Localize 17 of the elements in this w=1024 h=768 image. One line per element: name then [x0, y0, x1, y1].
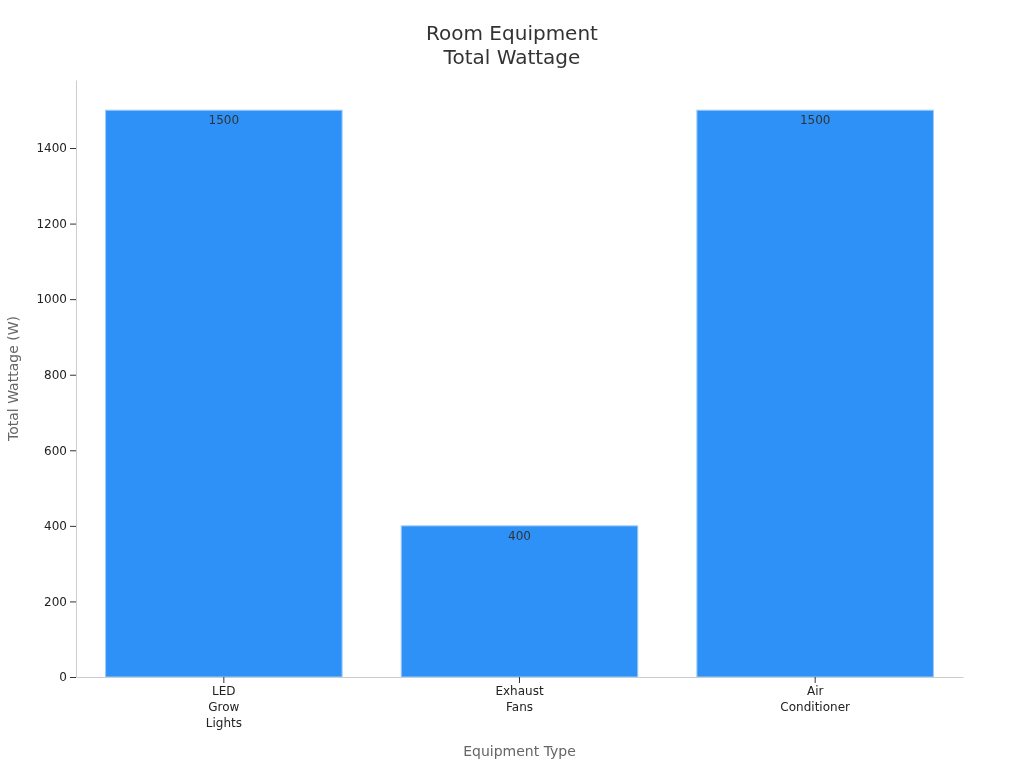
x-tick-label: Exhaust Fans [495, 683, 544, 714]
chart-title: Room Equipment Total Wattage [426, 21, 599, 69]
y-tick-label: 400 [44, 519, 67, 534]
x-tick-label: Air Conditioner [780, 683, 851, 714]
y-tick-label: 600 [44, 443, 67, 458]
y-tick-label: 800 [44, 368, 67, 383]
y-axis-title: Total Wattage (W) [5, 316, 21, 442]
x-axis-title: Equipment Type [463, 743, 576, 759]
x-tick-label: LED Grow Lights [205, 683, 242, 730]
y-tick-label: 0 [59, 670, 67, 685]
y-tick-label: 1000 [36, 292, 67, 307]
data-label: 400 [508, 528, 531, 543]
data-label: 1500 [208, 113, 240, 128]
y-tick-label: 1200 [36, 216, 67, 231]
y-tick-label: 1400 [36, 141, 67, 156]
data-label: 1500 [799, 113, 831, 128]
y-tick-label: 200 [44, 594, 67, 609]
